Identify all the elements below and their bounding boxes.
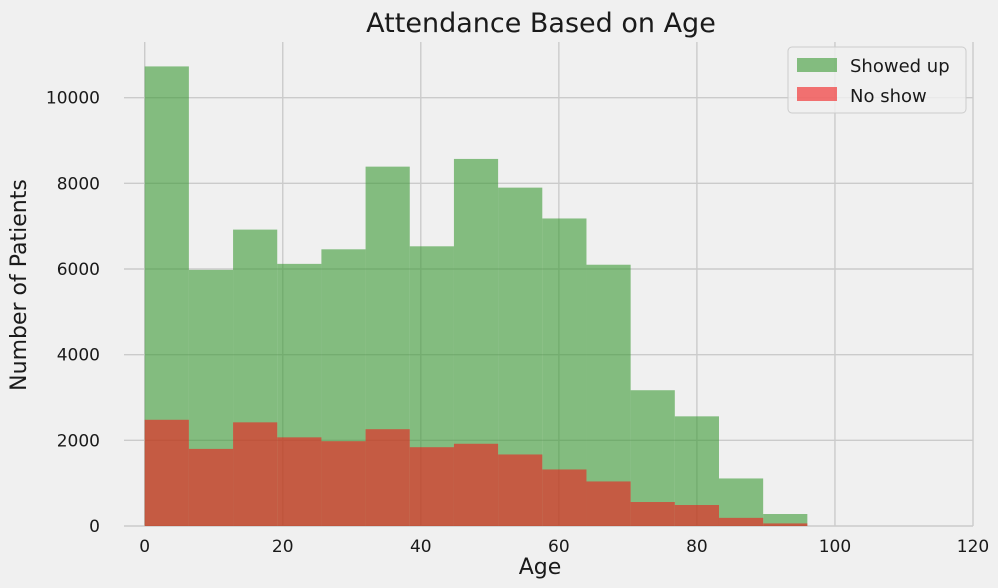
x-tick-label: 60 — [548, 537, 570, 557]
bar-no-show — [586, 481, 631, 526]
bar-no-show — [674, 505, 719, 526]
bar-no-show — [321, 441, 366, 526]
bar-no-show — [630, 502, 675, 526]
x-tick-label: 40 — [410, 537, 432, 557]
legend-swatch-no-show — [797, 87, 837, 101]
histogram-bars — [144, 66, 808, 527]
bar-showed-up — [763, 514, 808, 526]
bar-no-show — [763, 523, 808, 526]
x-tick-label: 120 — [957, 537, 989, 557]
legend-label-showed-up: Showed up — [850, 56, 950, 77]
chart-title: Attendance Based on Age — [366, 8, 716, 39]
bar-no-show — [542, 469, 587, 526]
legend-label-no-show: No show — [850, 86, 927, 107]
bar-no-show — [365, 429, 410, 526]
y-tick-label: 6000 — [57, 260, 100, 280]
bar-no-show — [188, 448, 234, 526]
bar-no-show — [453, 443, 499, 526]
y-axis-label: Number of Patients — [7, 179, 32, 391]
x-tick-label: 20 — [272, 537, 294, 557]
y-tick-labels: 0 2000 4000 6000 8000 10000 — [46, 89, 100, 537]
bar-no-show — [144, 419, 189, 526]
bar-no-show — [233, 422, 278, 526]
y-tick-label: 0 — [89, 517, 100, 537]
x-tick-label: 0 — [139, 537, 150, 557]
x-tick-labels: 0 20 40 60 80 100 120 — [139, 537, 989, 557]
y-tick-label: 10000 — [46, 89, 100, 109]
bar-no-show — [718, 517, 764, 526]
legend-swatch-showed-up — [797, 58, 837, 72]
x-axis-label: Age — [519, 555, 562, 580]
x-tick-label: 100 — [819, 537, 851, 557]
legend: Showed up No show — [787, 46, 967, 114]
bar-no-show — [277, 437, 322, 526]
bar-no-show — [498, 454, 543, 526]
y-tick-label: 2000 — [57, 431, 100, 451]
y-tick-label: 4000 — [57, 346, 100, 366]
x-tick-label: 80 — [686, 537, 708, 557]
y-tick-label: 8000 — [57, 174, 100, 194]
bar-no-show — [409, 447, 454, 526]
